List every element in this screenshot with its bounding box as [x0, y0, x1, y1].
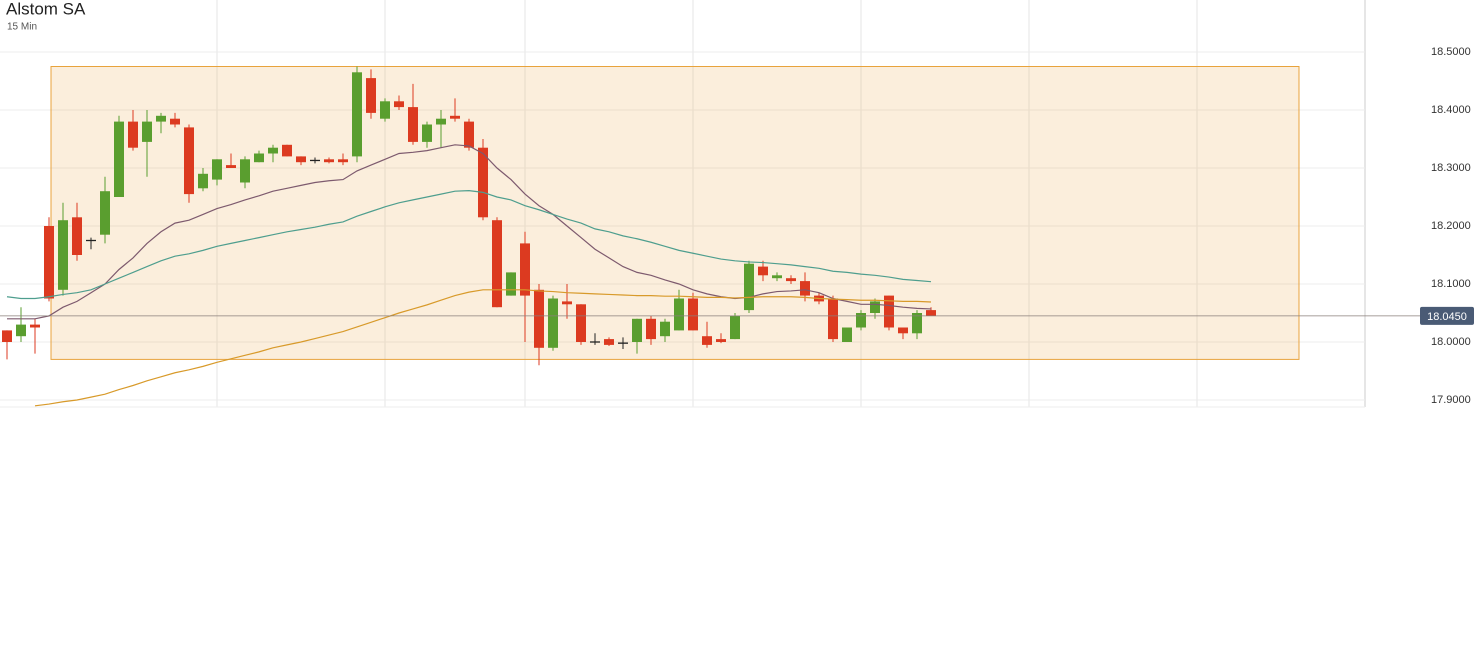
candle-body [268, 147, 278, 154]
candle-body [254, 153, 264, 163]
candle-body [604, 339, 614, 345]
candle-body [842, 327, 852, 342]
chart-subtitle: 15 Min [7, 22, 37, 33]
candle-body [702, 336, 712, 345]
candle-body [464, 121, 474, 148]
candle-body [506, 272, 516, 296]
candle-body [408, 107, 418, 142]
candle-body [184, 127, 194, 195]
chart-title: Alstom SA [6, 0, 86, 18]
candle-body [800, 281, 810, 296]
candle-body [72, 217, 82, 255]
candle-body [828, 298, 838, 340]
last-price-label: 18.0450 [1427, 311, 1467, 323]
candle-body [758, 266, 768, 276]
candle-body [450, 115, 460, 119]
y-tick-label: 18.0000 [1431, 336, 1471, 348]
candle-body [296, 156, 306, 163]
candle-body [870, 301, 880, 313]
candle-body [562, 301, 572, 305]
y-tick-label: 18.2000 [1431, 220, 1471, 232]
candle-body [30, 324, 40, 328]
candle-body [156, 115, 166, 122]
candle-body [16, 324, 26, 337]
candle-body [44, 226, 54, 299]
candle-body [716, 339, 726, 342]
candle-body [646, 318, 656, 340]
candle-body [744, 263, 754, 311]
candle-body [576, 304, 586, 342]
candle-body [632, 318, 642, 342]
candle-body [240, 159, 250, 183]
moving-average [7, 144, 932, 320]
y-tick-label: 18.4000 [1431, 104, 1471, 116]
y-tick-label: 17.9000 [1431, 394, 1471, 406]
candle-body [674, 298, 684, 331]
candle-body [198, 173, 208, 189]
candle-body [282, 144, 292, 157]
candle-body [212, 159, 222, 180]
candle-body [660, 321, 670, 337]
moving-average [6, 190, 932, 300]
candle-body [884, 295, 894, 328]
candle-body [422, 124, 432, 142]
candle-body [492, 220, 502, 308]
candle-body [478, 147, 488, 218]
candle-body [58, 220, 68, 290]
candle-body [380, 101, 390, 119]
candle-body [226, 165, 236, 168]
candle-body [688, 298, 698, 331]
candle-body [520, 243, 530, 296]
candle-body [786, 278, 796, 282]
candle-body [142, 121, 152, 142]
candle-body [898, 327, 908, 334]
candle-body [128, 121, 138, 148]
moving-average [34, 289, 932, 407]
candle-body [170, 118, 180, 125]
candle-body [534, 289, 544, 348]
candle-body [2, 330, 12, 342]
candle-body [926, 310, 936, 316]
candle-body [548, 298, 558, 348]
candle-body [730, 315, 740, 340]
y-tick-label: 18.5000 [1431, 46, 1471, 58]
y-tick-label: 18.3000 [1431, 162, 1471, 174]
candle-body [772, 275, 782, 279]
candle-body [352, 72, 362, 157]
candle-body [856, 313, 866, 328]
candle-body [912, 313, 922, 334]
candle-body [114, 121, 124, 197]
last-price-box [1420, 306, 1474, 325]
candle-body [436, 118, 446, 125]
candle-body [366, 78, 376, 113]
candle-body [394, 101, 404, 108]
y-tick-label: 18.1000 [1431, 278, 1471, 290]
candle-body [338, 159, 348, 163]
candle-body [324, 159, 334, 163]
candle-body [100, 191, 110, 235]
